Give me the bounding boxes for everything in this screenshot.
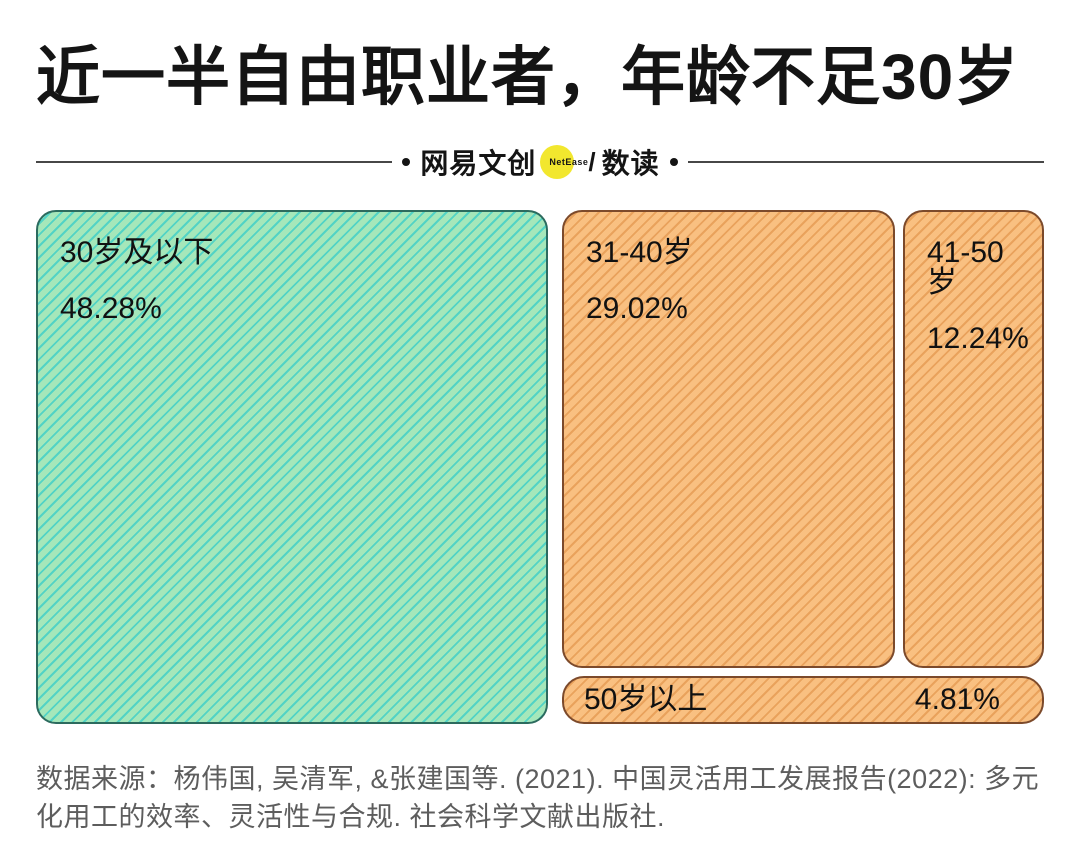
data-source-note: 数据来源：杨伟国, 吴清军, &张建国等. (2021). 中国灵活用工发展报告… (36, 764, 1040, 833)
block-value: 48.28% (60, 292, 162, 325)
divider-dot-right (669, 158, 678, 166)
brand-divider: 网易文创 NetEase / 数读 (36, 142, 1045, 182)
brand-lockup: 网易文创 NetEase / 数读 (420, 142, 659, 182)
block-value: 29.02% (586, 292, 688, 325)
section-name: 数读 (601, 148, 660, 179)
block-value: 12.24% (927, 322, 1029, 355)
treemap-block-50plus: 50岁以上 4.81% (562, 676, 1044, 724)
block-label: 30岁及以下 (60, 236, 214, 269)
netease-badge-icon: NetEase (540, 145, 588, 179)
brand-name: 网易文创 (420, 148, 537, 179)
block-label: 41-50岁 (927, 236, 1004, 299)
block-label: 31-40岁 (586, 236, 693, 269)
brand-separator: / (588, 146, 596, 177)
netease-badge-label: NetEase (549, 157, 589, 167)
divider-line-right (687, 161, 1045, 163)
divider-line-left (36, 161, 393, 163)
treemap-block-under30: 30岁及以下 48.28% (36, 210, 548, 724)
block-value: 4.81% (914, 683, 1000, 716)
page-title: 近一半自由职业者，年龄不足30岁 (36, 41, 1020, 113)
treemap-block-31-40: 31-40岁 29.02% (562, 210, 895, 668)
treemap-block-41-50: 41-50岁 12.24% (903, 210, 1044, 668)
age-treemap: 30岁及以下 48.28% 31-40岁 29.02% 41-50岁 12.24… (36, 210, 1044, 724)
block-label: 50岁以上 (584, 683, 708, 716)
divider-dot-left (402, 158, 411, 166)
